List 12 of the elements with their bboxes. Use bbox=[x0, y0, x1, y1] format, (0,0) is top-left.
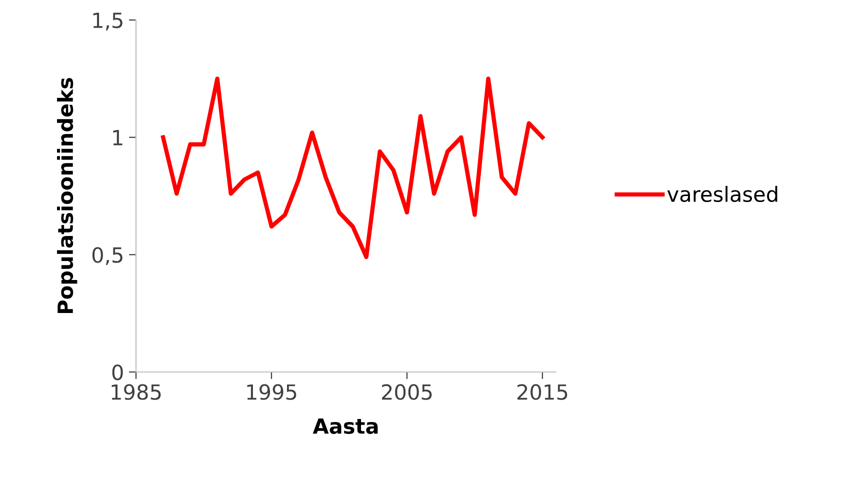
x-axis-title: Aasta bbox=[312, 418, 378, 434]
y-tick-label: 0,5 bbox=[92, 247, 122, 266]
legend-label: vareslased bbox=[667, 186, 778, 202]
x-tick-label: 2005 bbox=[382, 384, 432, 400]
y-tick-label: 1,5 bbox=[93, 12, 122, 30]
line-series bbox=[161, 76, 545, 260]
y-tick-label: 0 bbox=[112, 364, 123, 380]
x-tick-label: 2015 bbox=[517, 384, 568, 400]
y-axis-title: Populatsiooniindeks bbox=[57, 78, 78, 314]
y-tick-label: 1 bbox=[113, 130, 122, 146]
x-tick-label: 1995 bbox=[247, 384, 296, 400]
x-tick-label: 1985 bbox=[112, 384, 161, 400]
